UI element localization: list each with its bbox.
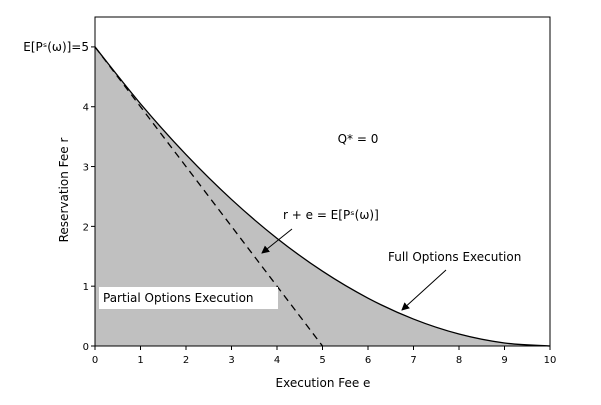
annotation: Partial Options Execution [103, 291, 254, 305]
arrow [401, 269, 447, 311]
annotation: Q* = 0 [338, 132, 379, 146]
area [95, 46, 550, 347]
x-tick-label: 5 [319, 355, 325, 366]
y-tick-label: 2 [83, 222, 89, 233]
label-box [99, 287, 278, 309]
x-tick-label: 9 [501, 355, 507, 366]
y-tick-label: 1 [83, 282, 89, 293]
x-axis-title: Execution Fee e [276, 376, 371, 390]
dashed-line [94, 46, 324, 347]
line-label: r + e = E[Pˢ(ω)] [283, 208, 379, 222]
x-tick-label: 8 [456, 355, 462, 366]
y-tick-label: 3 [83, 163, 89, 174]
x-tick-label: 1 [137, 355, 143, 366]
area-label: Full Options Execution [388, 250, 521, 264]
x-tick-label: 6 [365, 355, 371, 366]
y-tick-label: E[Pˢ(ω)]=5 [23, 40, 89, 54]
x-tick-label: 2 [183, 355, 189, 366]
plot: 0 1 2 3 4 5 6 7 8 9 10 0 1 2 3 4 E[Pˢ(ω)]=5 [23, 16, 557, 366]
y-axis-title: Reservation Fee r [57, 138, 71, 243]
y-tick-label: 0 [83, 342, 89, 353]
arrow [261, 228, 293, 254]
x-tick-label: 3 [228, 355, 234, 366]
curve [94, 46, 551, 347]
x-tick-label: 0 [92, 355, 98, 366]
x-tick-label: 10 [544, 355, 557, 366]
x-tick-label: 4 [274, 355, 280, 366]
x-tick-label: 7 [410, 355, 416, 366]
y-tick-label: 4 [83, 103, 89, 114]
